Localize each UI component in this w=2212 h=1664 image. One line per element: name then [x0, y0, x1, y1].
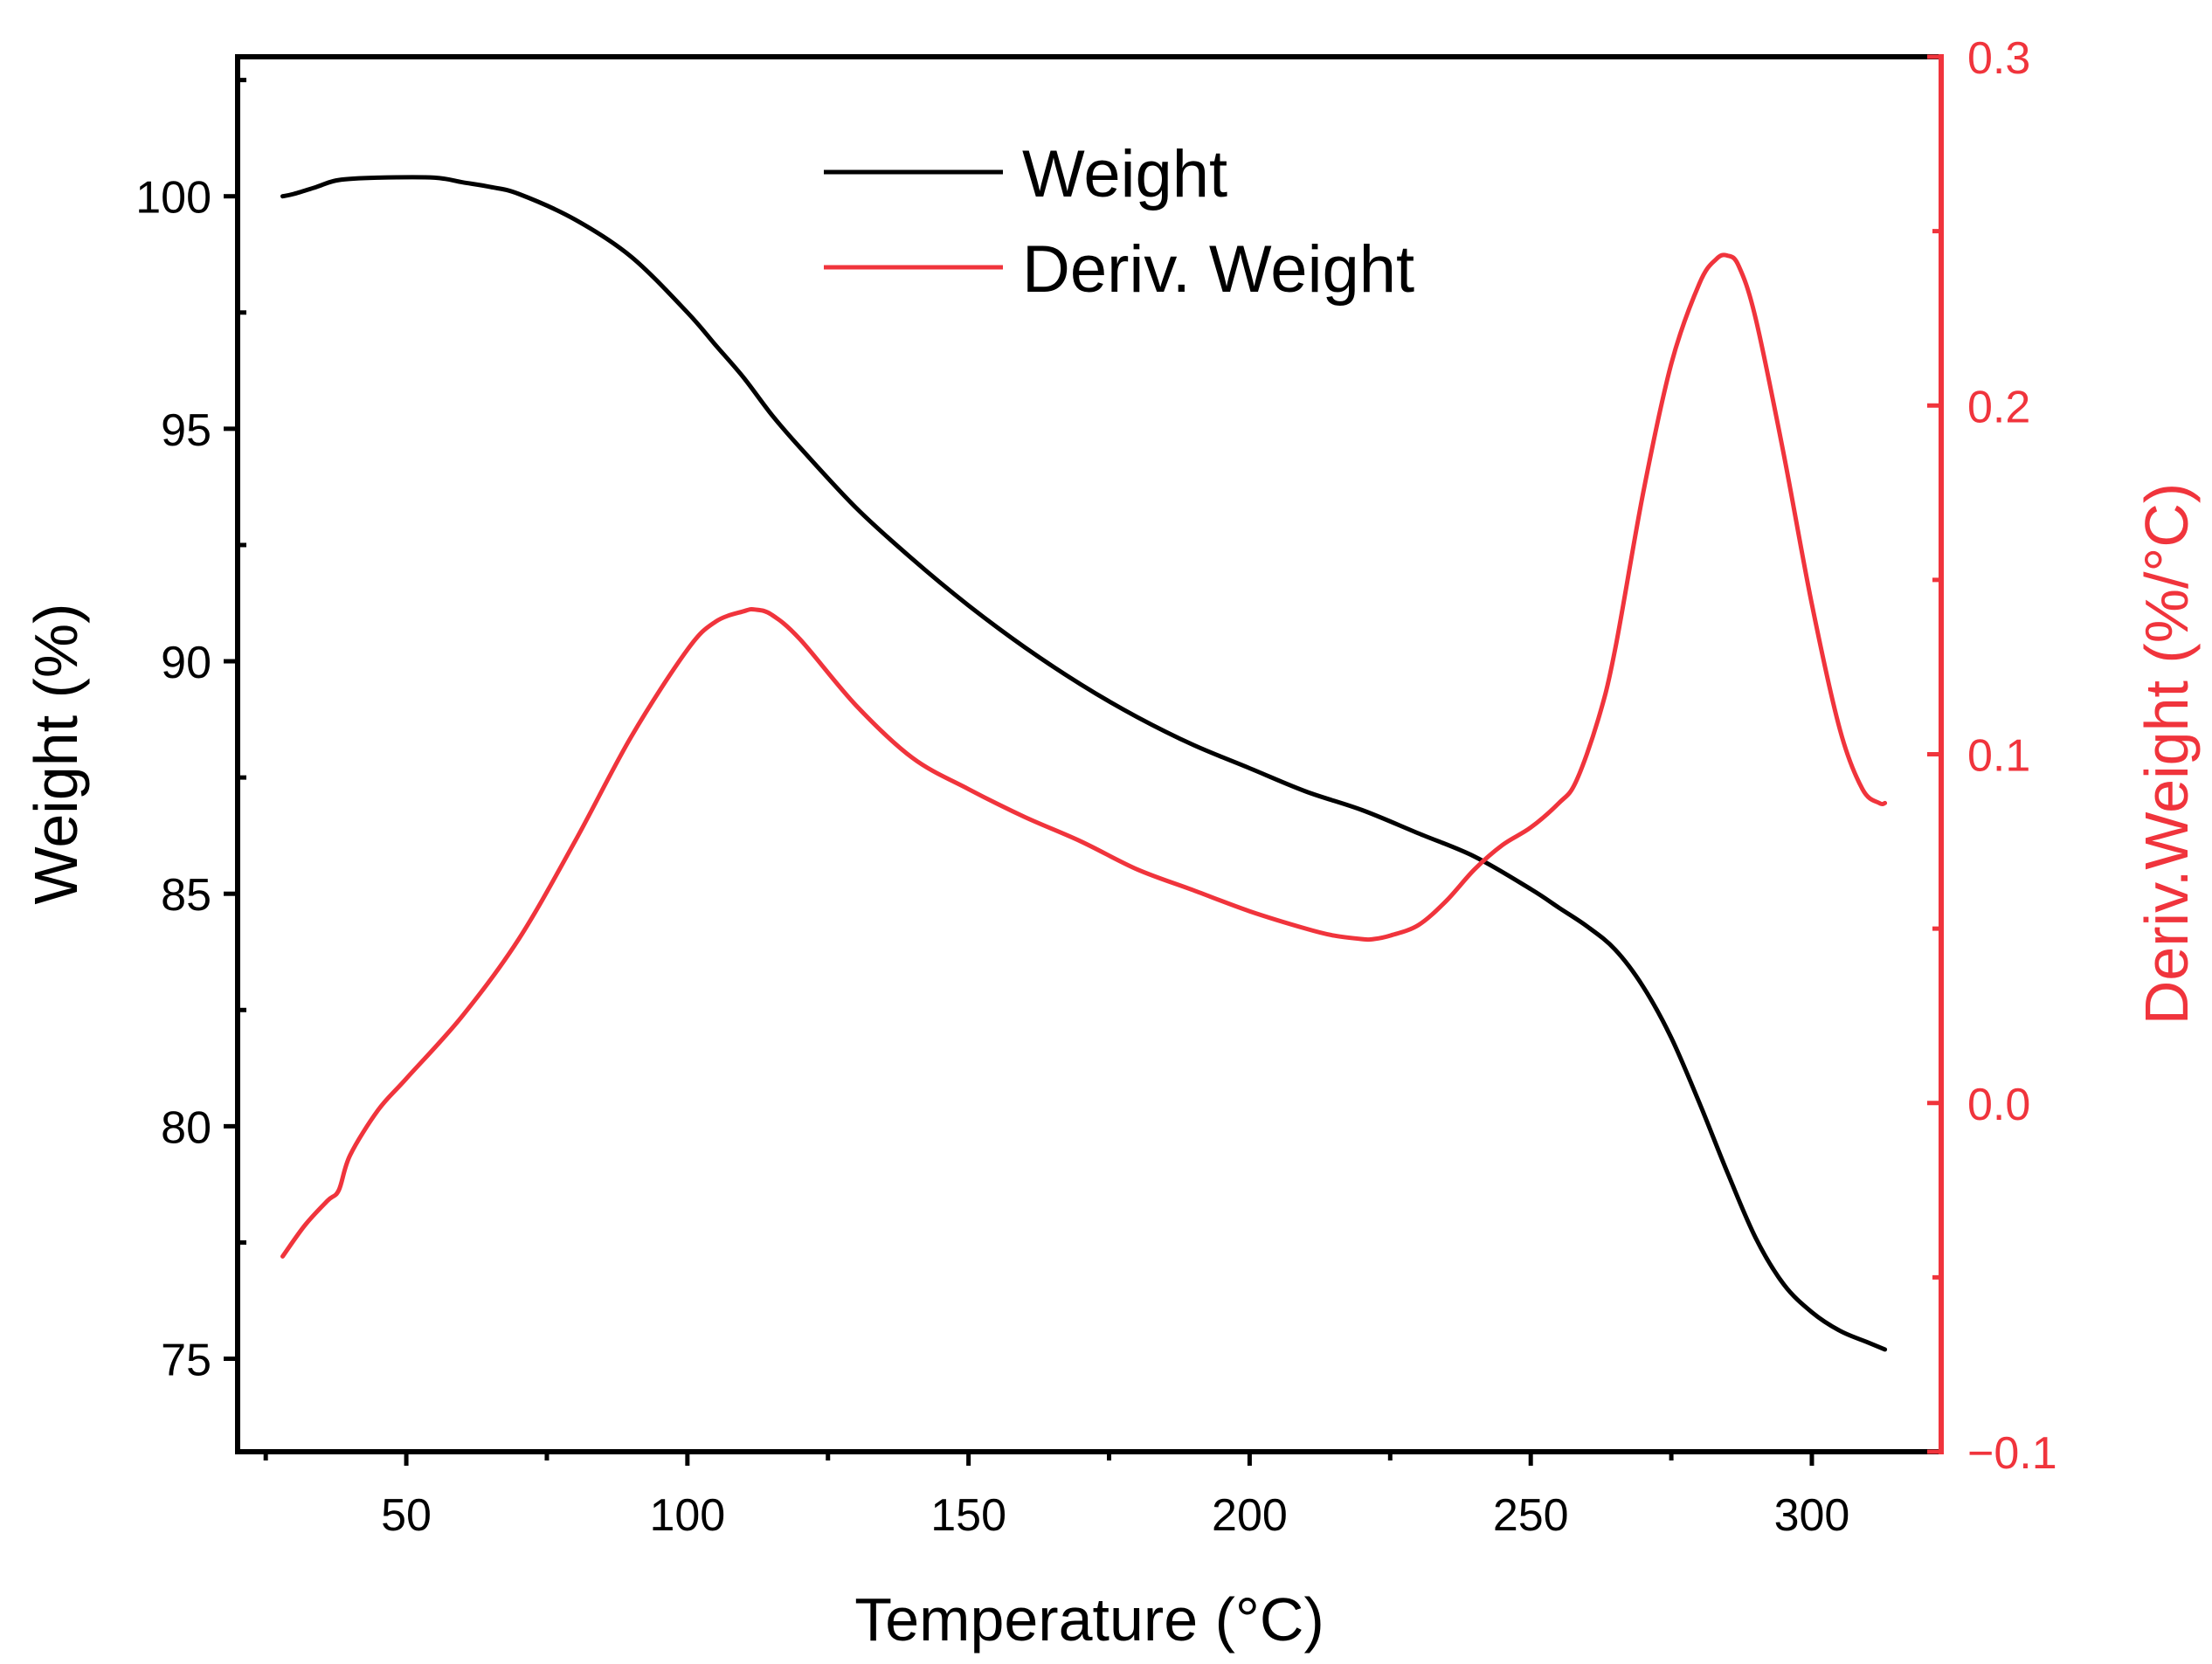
x-tick-label: 100	[649, 1490, 725, 1541]
x-tick-label: 200	[1212, 1490, 1288, 1541]
left-y-axis-title: Weight (%)	[22, 604, 90, 905]
y-left-tick-label: 85	[161, 870, 211, 921]
right-y-axis: −0.1 0.0 0.1 0.2 0.3	[1927, 33, 2057, 1479]
y-right-tick-label: 0.1	[1967, 731, 2030, 782]
y-left-tick-label: 80	[161, 1102, 211, 1153]
weight-series-line	[280, 175, 1888, 1352]
x-axis: 50 100 150 200 250 300	[263, 1452, 1850, 1541]
y-left-tick-label: 95	[161, 405, 211, 456]
y-right-tick-label: −0.1	[1967, 1428, 2057, 1479]
y-right-tick-label: 0.3	[1967, 33, 2030, 84]
x-tick-label: 300	[1774, 1490, 1850, 1541]
y-right-tick-label: 0.2	[1967, 382, 2030, 432]
y-left-tick-label: 100	[135, 173, 211, 224]
right-y-axis-title: Deriv.Weight (%/°C)	[2133, 483, 2201, 1025]
x-tick-label: 250	[1493, 1490, 1569, 1541]
y-left-tick-label: 75	[161, 1336, 211, 1386]
y-left-tick-label: 90	[161, 638, 211, 688]
legend-label-weight: Weight	[1022, 137, 1227, 211]
left-y-axis: 75 80 85 90 95 100	[135, 78, 246, 1386]
x-tick-label: 50	[381, 1490, 432, 1541]
legend: Weight Deriv. Weight	[824, 137, 1414, 307]
deriv-weight-series-line	[280, 252, 1888, 1259]
x-axis-title: Temperature (°C)	[854, 1585, 1324, 1654]
x-tick-label: 150	[930, 1490, 1006, 1541]
y-right-tick-label: 0.0	[1967, 1080, 2030, 1130]
legend-label-deriv: Deriv. Weight	[1022, 232, 1414, 307]
plot-area	[280, 175, 1888, 1352]
